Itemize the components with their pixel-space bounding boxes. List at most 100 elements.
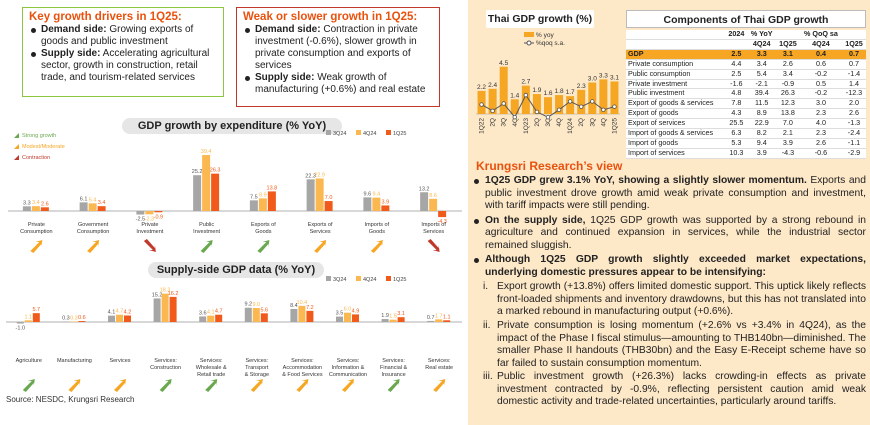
category-label: Real estate <box>425 365 453 371</box>
data-label: 6.0 <box>344 307 352 313</box>
table-cell: 4.8 <box>725 89 748 100</box>
category-label: Services: <box>382 358 405 364</box>
driver-arrow-strong <box>205 379 218 392</box>
view-sub-1: i. Export growth (+13.8%) offers limited … <box>483 281 866 318</box>
expenditure-chart-title: GDP growth by expenditure (% YoY) <box>122 118 342 134</box>
table-header <box>842 30 866 40</box>
table-header: 1Q25 <box>842 39 866 50</box>
category-label: Consumption <box>77 229 109 235</box>
table-cell: 0.5 <box>799 79 842 90</box>
legend-swatch <box>356 130 361 135</box>
bar <box>315 178 324 211</box>
qoq-point <box>556 107 562 112</box>
data-label: 2.3 <box>577 83 586 90</box>
components-table: 2024% YoY% QoQ sa 4Q24 1Q25 4Q24 1Q25 GDP 2.5 3… <box>626 29 866 159</box>
bar <box>108 315 115 322</box>
growth-drivers-box: Key growth drivers in 1Q25: Demand side:… <box>22 7 224 97</box>
table-header: % YoY <box>747 29 776 40</box>
data-label: 7.2 <box>306 305 314 311</box>
table-cell: -2.4 <box>842 128 866 139</box>
category-label: Government <box>78 222 109 228</box>
qoq-point <box>501 101 506 106</box>
table-cell: 0.7 <box>842 49 866 60</box>
category-label: Services: <box>337 358 360 364</box>
category-label: Wholesale & <box>196 365 227 371</box>
bar <box>62 321 70 323</box>
data-label: 5.6 <box>260 307 268 313</box>
bar <box>153 298 161 322</box>
table-cell: 4.4 <box>725 59 748 70</box>
bar <box>202 155 211 211</box>
bar <box>244 307 252 322</box>
category-label: Manufacturing <box>57 358 92 364</box>
weak-growth-box: Weak or slower growth in 1Q25: Demand si… <box>236 7 440 107</box>
bar <box>344 312 351 322</box>
category-label: Retail trade <box>197 372 225 378</box>
legend-swatch <box>524 32 534 37</box>
bar <box>336 316 343 322</box>
driver-arrow-moderate <box>314 240 327 253</box>
table-cell: 4.0 <box>799 118 842 130</box>
driver-arrow-moderate <box>296 379 309 392</box>
table-cell: -2.9 <box>842 148 866 159</box>
data-label: 4.7 <box>215 309 223 315</box>
table-row: Export of goods & services 7.8 11.5 12.3 3.0… <box>626 98 866 110</box>
table-cell: -1.6 <box>725 79 748 90</box>
bar <box>577 89 586 114</box>
data-label: 9.2 <box>244 302 252 308</box>
table-cell: Import of goods & services <box>626 128 726 139</box>
data-label: 3.5 <box>336 311 344 317</box>
table-cell: 2.3 <box>799 128 842 139</box>
table-header: 4Q24 <box>747 39 776 50</box>
data-label: 1.8 <box>555 88 564 95</box>
data-label: 13.2 <box>419 186 430 192</box>
table-cell: Private consumption <box>626 59 726 70</box>
driver-legend-label: Modest/Moderate <box>22 144 65 150</box>
bar <box>544 97 552 114</box>
driver-legend-icon <box>14 155 19 160</box>
driver-arrow-strong <box>159 379 172 392</box>
bar <box>555 95 564 114</box>
legend-label: 1Q25 <box>393 131 406 137</box>
table-cell: -0.6 <box>799 148 842 159</box>
bar <box>161 293 169 322</box>
category-label: 1Q24 <box>567 118 574 134</box>
qoq-point <box>601 107 606 112</box>
driver-arrow-moderate <box>370 240 383 253</box>
bar <box>566 96 575 114</box>
category-label: Information & <box>332 365 365 371</box>
data-label: 39.4 <box>201 149 212 155</box>
bar <box>298 305 306 322</box>
thai-gdp-title: Thai GDP growth (%) <box>486 10 594 28</box>
table-row: Public investment 4.8 39.4 26.3 -0.2 -12.3 <box>626 89 866 100</box>
table-cell: 3.0 <box>799 98 842 110</box>
bar <box>211 173 220 211</box>
components-title: Components of Thai GDP growth <box>626 10 866 28</box>
bar <box>252 308 260 322</box>
table-cell: 3.9 <box>775 138 800 149</box>
bar <box>31 206 40 211</box>
table-row: Private consumption 4.4 3.4 2.6 0.6 0.7 <box>626 59 866 70</box>
data-label: 0.6 <box>78 315 86 321</box>
legend-swatch <box>386 276 391 281</box>
table-cell: 10.3 <box>725 148 748 159</box>
data-label: 1.5 <box>389 314 397 320</box>
table-cell: 2.6 <box>799 138 842 149</box>
table-cell: -1.3 <box>842 118 866 130</box>
bar <box>599 79 608 114</box>
data-label: 1.1 <box>443 314 451 320</box>
table-row: Import of services 10.3 3.9 -4.3 -0.6 -2.9 <box>626 148 866 159</box>
data-label: 22.3 <box>305 173 316 179</box>
data-label: 3.9 <box>382 199 390 205</box>
category-label: Consumption <box>20 229 52 235</box>
legend-label: 4Q24 <box>363 277 376 283</box>
bar <box>381 319 389 322</box>
table-cell: 3.4 <box>775 69 800 80</box>
bar <box>420 192 429 211</box>
category-label: Public <box>199 222 214 228</box>
bar <box>306 310 314 322</box>
category-label: Exports of <box>251 222 276 228</box>
category-label: Services: <box>291 358 314 364</box>
driver-arrow-moderate <box>433 379 446 392</box>
